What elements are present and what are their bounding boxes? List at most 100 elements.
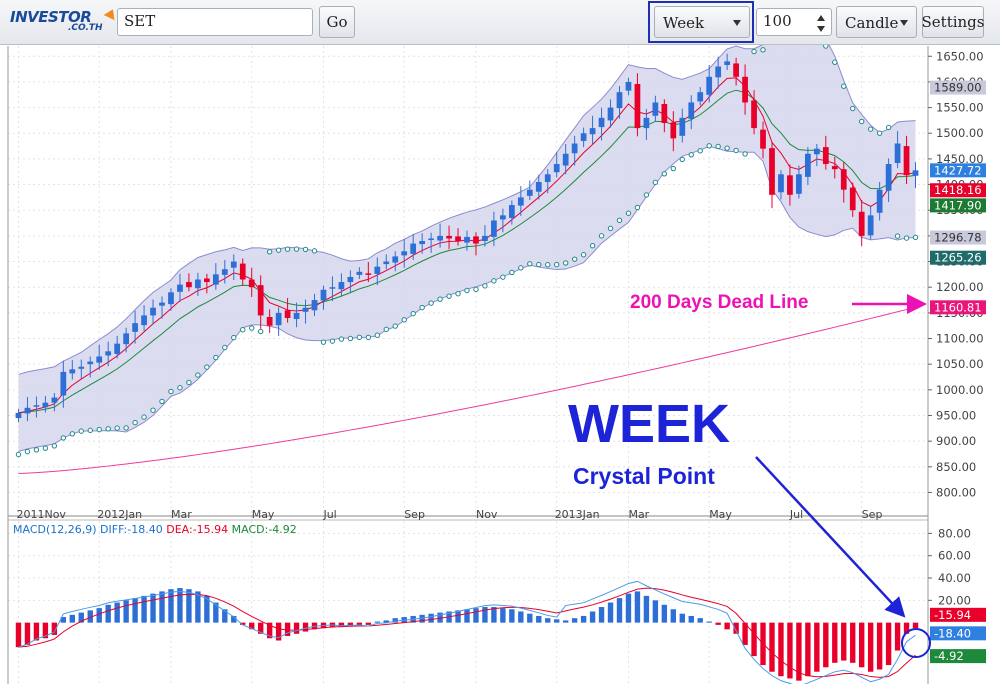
sar-dot: [473, 286, 479, 293]
sar-dot: [643, 192, 650, 198]
logo-domain: .CO.TH: [68, 23, 103, 33]
sar-dot: [562, 260, 569, 266]
down-candle: [186, 282, 192, 288]
sar-dot: [661, 171, 668, 177]
time-tick-label: May: [252, 508, 275, 521]
macd-pane: [15, 580, 919, 684]
up-candle: [96, 356, 103, 363]
sar-dot: [715, 143, 721, 150]
macd-positive-bar: [69, 614, 75, 623]
bar-count-stepper[interactable]: 100: [756, 8, 832, 36]
sar-dot: [87, 427, 93, 434]
sar-dot: [222, 344, 228, 351]
price-tag-box: [930, 250, 986, 265]
macd-negative-bar: [850, 622, 856, 663]
time-tick-label: Sep: [862, 508, 883, 521]
up-candle: [392, 256, 399, 263]
macd-positive-bar: [87, 610, 93, 623]
macd-positive-bar: [625, 593, 632, 623]
sar-dot: [195, 372, 201, 378]
sar-dot: [625, 210, 632, 216]
sar-dot: [347, 335, 354, 342]
sar-dot: [733, 147, 739, 154]
sar-dot: [60, 435, 67, 441]
up-candle: [876, 189, 883, 213]
macd-positive-bar: [589, 611, 596, 623]
sar-dot: [365, 334, 372, 341]
macd-negative-bar: [24, 622, 31, 645]
down-candle: [284, 310, 291, 318]
up-candle: [221, 269, 228, 275]
sar-dot: [841, 83, 847, 89]
down-candle: [248, 279, 255, 288]
macd-positive-bar: [679, 613, 685, 623]
up-candle: [697, 92, 704, 102]
up-candle: [778, 174, 784, 193]
price-tag-label: 1589.00: [934, 81, 982, 95]
price-tick-label: 1550.00: [936, 101, 984, 115]
up-candle: [275, 312, 282, 326]
up-candle: [589, 128, 596, 135]
macd-positive-bar: [222, 609, 228, 623]
up-candle: [401, 251, 408, 256]
price-tick-label: 850.00: [936, 460, 976, 474]
sar-dot: [912, 234, 919, 241]
sar-dot: [78, 428, 84, 434]
sar-dot: [293, 246, 300, 252]
up-candle: [428, 238, 434, 240]
macd-negative-bar: [885, 622, 892, 666]
sar-dot: [33, 447, 40, 453]
price-candles: [15, 53, 919, 423]
macd-positive-bar: [150, 593, 156, 623]
macd-negative-bar: [814, 622, 820, 672]
macd-negative-bar: [867, 622, 874, 672]
sar-dot: [284, 246, 291, 252]
macd-positive-bar: [571, 618, 578, 623]
sar-dot: [751, 48, 757, 55]
chart-style-select[interactable]: Candle: [836, 6, 917, 38]
stepper-up-icon[interactable]: [817, 15, 825, 21]
symbol-input[interactable]: SET: [117, 8, 313, 36]
up-candle: [293, 312, 300, 320]
down-candle: [670, 122, 677, 139]
crystal-point-annotation: Crystal Point: [573, 463, 715, 489]
macd-positive-bar: [132, 598, 138, 623]
macd-negative-bar: [903, 622, 910, 634]
up-candle: [679, 117, 686, 136]
go-button[interactable]: Go: [319, 6, 355, 38]
settings-button[interactable]: Settings: [922, 6, 984, 38]
timeframe-select[interactable]: Week: [654, 6, 750, 38]
macd-negative-bar: [257, 622, 264, 634]
up-candle: [580, 133, 587, 141]
macd-negative-bar: [365, 622, 372, 625]
up-candle: [168, 292, 174, 305]
up-candle: [517, 197, 524, 206]
down-candle: [822, 147, 829, 165]
up-candle: [553, 164, 560, 173]
stepper-down-icon[interactable]: [817, 26, 825, 32]
sar-dot: [105, 426, 111, 432]
up-candle: [114, 343, 121, 354]
macd-positive-bar: [105, 604, 111, 623]
annotation-graphics: [755, 294, 931, 658]
macd-diff-line: [18, 580, 916, 684]
price-tick-label: 1100.00: [936, 332, 984, 346]
down-candle: [831, 166, 838, 170]
up-candle: [60, 371, 67, 396]
timeframe-highlight-frame: [648, 1, 754, 43]
price-tag-box: [930, 163, 986, 178]
macd-positive-bar: [213, 602, 219, 623]
chevron-down-icon: [733, 20, 741, 26]
down-candle: [455, 236, 461, 242]
time-tick-label: Jul: [789, 508, 803, 521]
up-candle: [150, 307, 156, 316]
macd-positive-bar: [670, 609, 677, 623]
price-tag-label: -4.92: [934, 649, 964, 663]
chart-canvas[interactable]: 800.00 850.00 900.00 950.00 1000.00 1050.00 11…: [0, 45, 1000, 684]
macd-positive-bar: [168, 589, 174, 623]
up-candle: [437, 235, 443, 241]
macd-negative-bar: [876, 622, 883, 670]
up-candle: [562, 153, 569, 166]
macd-value-label: MACD:-4.92: [231, 523, 297, 536]
time-tick-label: Mar: [628, 508, 649, 521]
